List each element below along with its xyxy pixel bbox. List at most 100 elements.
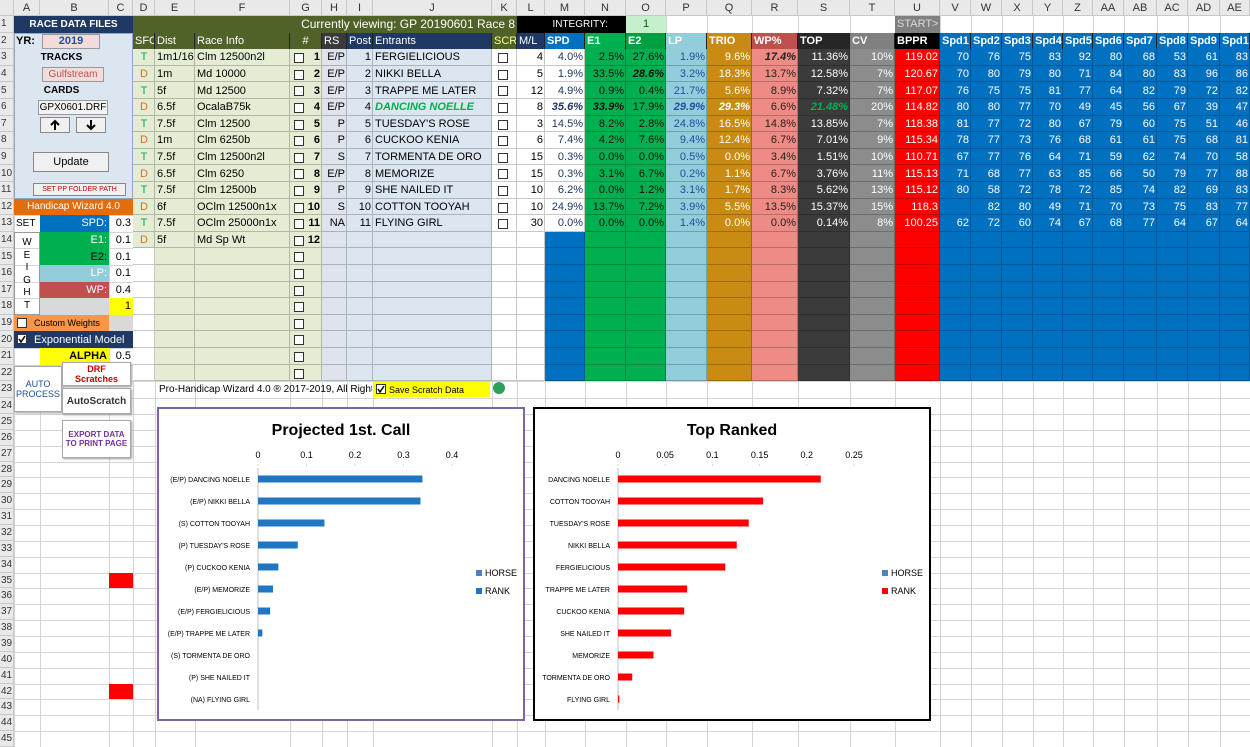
table-cell: [971, 215, 1002, 232]
entrant-value: 10%: [870, 151, 893, 164]
table-cell: [1220, 298, 1250, 315]
checkbox[interactable]: [294, 103, 304, 113]
checkbox[interactable]: [498, 219, 508, 230]
table-cell: [545, 231, 585, 249]
weight-value[interactable]: 0.1: [115, 234, 131, 247]
checkbox[interactable]: [294, 252, 304, 263]
table-cell: [545, 82, 585, 99]
checkbox[interactable]: [498, 186, 508, 196]
row-header: 6: [0, 99, 14, 116]
checkbox[interactable]: [294, 352, 304, 362]
table-cell: [373, 99, 492, 116]
table-cell: [545, 331, 585, 348]
entrant-value: 14.5%: [551, 117, 583, 130]
checkbox[interactable]: [294, 169, 304, 180]
entrant-value: 56: [1142, 101, 1155, 114]
checkbox[interactable]: [498, 86, 508, 97]
checkbox[interactable]: [294, 235, 304, 246]
start-button[interactable]: START>: [895, 16, 940, 33]
entrant-value: 71: [1078, 151, 1091, 164]
checkbox[interactable]: [294, 202, 304, 213]
entrant-value: 70: [956, 68, 969, 81]
table-cell: [666, 298, 707, 315]
checkbox[interactable]: [294, 152, 304, 163]
set-path-button[interactable]: SET PP FOLDER PATH: [33, 183, 126, 196]
weight-value[interactable]: 1: [109, 298, 133, 315]
checkbox[interactable]: [294, 219, 304, 230]
table-cell: [155, 82, 195, 99]
weight-value[interactable]: 0.3: [115, 217, 131, 230]
weight-value[interactable]: 0.1: [115, 267, 131, 280]
table-cell: [1033, 364, 1063, 382]
move-button[interactable]: [40, 116, 70, 133]
move-button[interactable]: [76, 116, 106, 133]
track-field[interactable]: Gulfstream: [42, 66, 104, 82]
table-cell: [1033, 215, 1063, 232]
table-cell: [585, 115, 626, 133]
checkbox[interactable]: [498, 103, 508, 113]
checkbox[interactable]: [294, 368, 304, 379]
save-scratch[interactable]: Save Scratch Data: [373, 382, 490, 398]
checkbox[interactable]: [294, 136, 304, 147]
entrant-value: 12.4%: [718, 134, 750, 147]
table-cell: [666, 99, 707, 116]
checkbox[interactable]: [498, 202, 508, 213]
table-cell: [1063, 314, 1093, 332]
export-button[interactable]: EXPORT DATA TO PRINT PAGE: [62, 420, 131, 458]
checkbox[interactable]: [294, 285, 304, 296]
card-field[interactable]: GPX0601.DRF: [38, 100, 108, 115]
alpha-value[interactable]: 0.5: [115, 350, 131, 363]
checkbox[interactable]: [294, 119, 304, 130]
entrant-value: 0.0%: [557, 217, 583, 230]
checkbox[interactable]: [498, 169, 508, 180]
table-cell: [373, 298, 492, 315]
table-cell: [940, 148, 971, 166]
table-cell: [752, 314, 798, 332]
table-cell: [1033, 281, 1063, 299]
auto-process-button[interactable]: AUTO PROCESS: [14, 366, 62, 412]
entrant-value: 80: [1142, 68, 1155, 81]
checkbox[interactable]: [376, 384, 386, 395]
table-cell: [798, 65, 850, 83]
table-cell: [626, 99, 666, 116]
table-cell: [1002, 364, 1033, 382]
checkbox[interactable]: [294, 269, 304, 279]
checkbox[interactable]: [294, 302, 304, 313]
table-cell: [517, 265, 545, 282]
entrant-value: 83: [1205, 200, 1218, 213]
table-cell: [798, 148, 850, 166]
checkbox[interactable]: [498, 152, 508, 163]
table-cell: [1093, 331, 1124, 348]
checkbox[interactable]: [498, 53, 508, 64]
table-cell: [347, 115, 373, 133]
year-field[interactable]: 2019: [42, 33, 100, 49]
checkbox[interactable]: [294, 53, 304, 64]
checkbox[interactable]: [17, 317, 27, 328]
table-cell: [850, 115, 895, 133]
entrant-value: 20%: [870, 101, 893, 114]
checkbox[interactable]: [294, 318, 304, 329]
weight-value[interactable]: 0.4: [115, 283, 131, 296]
table-cell: [1124, 215, 1157, 232]
checkbox[interactable]: [294, 335, 304, 346]
entrant-value: P: [337, 184, 345, 197]
column-title: Spd1: [940, 32, 971, 50]
checkbox[interactable]: [294, 69, 304, 80]
row-header: 13: [0, 215, 14, 232]
drf-scratches-button[interactable]: DRF Scratches: [62, 362, 131, 386]
autoscratch-button[interactable]: AutoScratch: [62, 388, 131, 414]
checkbox[interactable]: [294, 186, 304, 196]
checkbox[interactable]: [498, 119, 508, 130]
checkbox[interactable]: [294, 86, 304, 97]
checkbox[interactable]: [17, 334, 27, 345]
entrant-value: 50: [1142, 167, 1155, 180]
column-header: F: [195, 0, 290, 16]
weight-value[interactable]: 0.1: [115, 250, 131, 263]
checkbox[interactable]: [498, 136, 508, 147]
table-cell: [517, 248, 545, 265]
update-button[interactable]: Update: [33, 151, 109, 172]
table-cell: [322, 99, 347, 116]
table-cell: [155, 348, 195, 365]
entrant-value: 5: [364, 117, 371, 130]
checkbox[interactable]: [498, 69, 508, 80]
